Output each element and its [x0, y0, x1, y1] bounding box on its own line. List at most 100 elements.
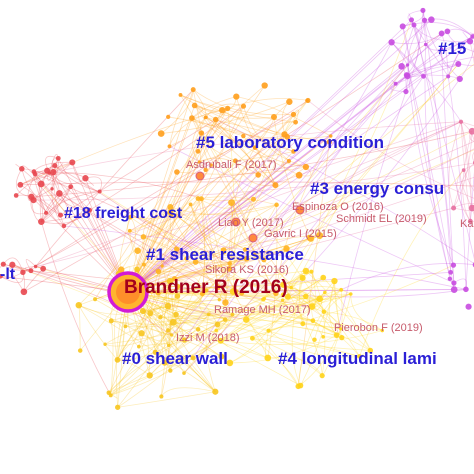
reference-node	[75, 301, 82, 309]
citation-edge	[53, 171, 129, 293]
citation-edge	[413, 24, 452, 273]
reference-node	[192, 259, 199, 265]
citation-edge	[3, 263, 172, 336]
citation-edge	[127, 160, 236, 293]
reference-node	[108, 393, 113, 398]
citation-edge	[287, 83, 397, 297]
reference-node	[286, 98, 293, 105]
citation-edge	[252, 337, 371, 351]
citation-edge	[395, 63, 459, 85]
citation-edge	[21, 168, 65, 227]
citation-edge	[117, 280, 171, 361]
citation-edge	[127, 291, 288, 298]
citation-edge	[222, 109, 330, 143]
citation-edge	[254, 42, 392, 255]
reference-node	[166, 114, 171, 120]
citation-edge	[235, 160, 276, 187]
reference-node	[273, 290, 279, 297]
citation-edge	[117, 329, 199, 361]
reference-node	[302, 267, 310, 275]
citation-edge	[275, 135, 332, 294]
citation-edge	[350, 293, 383, 331]
citation-edge	[127, 76, 449, 293]
reference-node	[299, 274, 306, 281]
reference-label-asdrubali: Asdrubali F (2017)	[186, 159, 277, 171]
reference-node	[411, 22, 417, 28]
citation-edge	[169, 212, 187, 259]
citation-edge	[287, 286, 351, 298]
citation-edge	[190, 204, 237, 292]
citation-edge	[127, 42, 392, 293]
cluster-label-0: #0 shear wall	[122, 349, 228, 368]
citation-edge	[302, 323, 360, 357]
reference-node	[308, 303, 316, 310]
reference-node	[240, 103, 247, 109]
citation-edge	[199, 116, 275, 163]
reference-node	[450, 286, 458, 294]
citation-edge	[21, 168, 90, 211]
citation-edge	[127, 100, 309, 293]
citation-edge	[200, 198, 206, 294]
citation-edge	[267, 356, 323, 376]
citation-edge	[149, 132, 202, 314]
reference-node	[466, 38, 474, 45]
citation-edge	[78, 304, 216, 393]
reference-node	[17, 181, 24, 188]
citation-edge	[141, 330, 169, 342]
citation-edge	[127, 19, 412, 293]
citation-edge	[282, 19, 412, 295]
citation-edge	[178, 355, 194, 374]
citation-edge	[460, 121, 474, 127]
reference-node	[264, 354, 272, 362]
citation-edge	[453, 203, 474, 209]
citation-edge	[127, 288, 466, 293]
citation-edge	[268, 264, 454, 332]
reference-node	[217, 297, 222, 302]
citation-edge	[205, 314, 216, 392]
citation-edge	[232, 291, 371, 351]
citation-edge	[252, 337, 299, 387]
reference-node	[446, 74, 451, 79]
reference-node	[463, 286, 469, 293]
citation-edge	[22, 100, 309, 273]
citation-edge	[168, 290, 207, 346]
citation-edge	[142, 310, 216, 393]
citation-edge	[127, 141, 474, 293]
reference-node	[218, 353, 225, 360]
reference-node	[20, 288, 28, 296]
citation-edge	[391, 41, 462, 122]
citation-edge	[35, 266, 360, 357]
reference-node	[164, 302, 172, 310]
reference-node	[44, 210, 49, 215]
citation-edge	[40, 191, 100, 222]
citation-edge	[127, 207, 454, 293]
citation-edge	[127, 291, 283, 295]
reference-node	[448, 269, 454, 275]
reference-node	[295, 205, 305, 215]
reference-node	[444, 28, 451, 35]
citation-edge	[71, 162, 100, 192]
reference-node	[160, 264, 164, 268]
citation-edge	[127, 119, 217, 296]
citation-edge	[53, 121, 462, 173]
citation-edge	[127, 48, 442, 293]
citation-edge	[127, 291, 341, 330]
reference-node	[252, 145, 258, 150]
citation-edge	[194, 105, 294, 152]
citation-edge	[136, 269, 218, 325]
reference-node	[348, 292, 353, 296]
reference-node	[50, 168, 57, 176]
reference-node	[252, 253, 257, 257]
citation-edge	[322, 277, 371, 351]
reference-node	[13, 193, 19, 198]
citation-edge	[300, 280, 335, 386]
citation-edge	[127, 121, 296, 293]
reference-node	[274, 202, 279, 208]
citation-edge	[117, 295, 178, 361]
citation-edge	[127, 202, 232, 293]
citation-edge	[167, 311, 233, 331]
citation-edge	[402, 22, 473, 37]
reference-node	[421, 17, 428, 23]
citation-edge	[180, 94, 296, 123]
